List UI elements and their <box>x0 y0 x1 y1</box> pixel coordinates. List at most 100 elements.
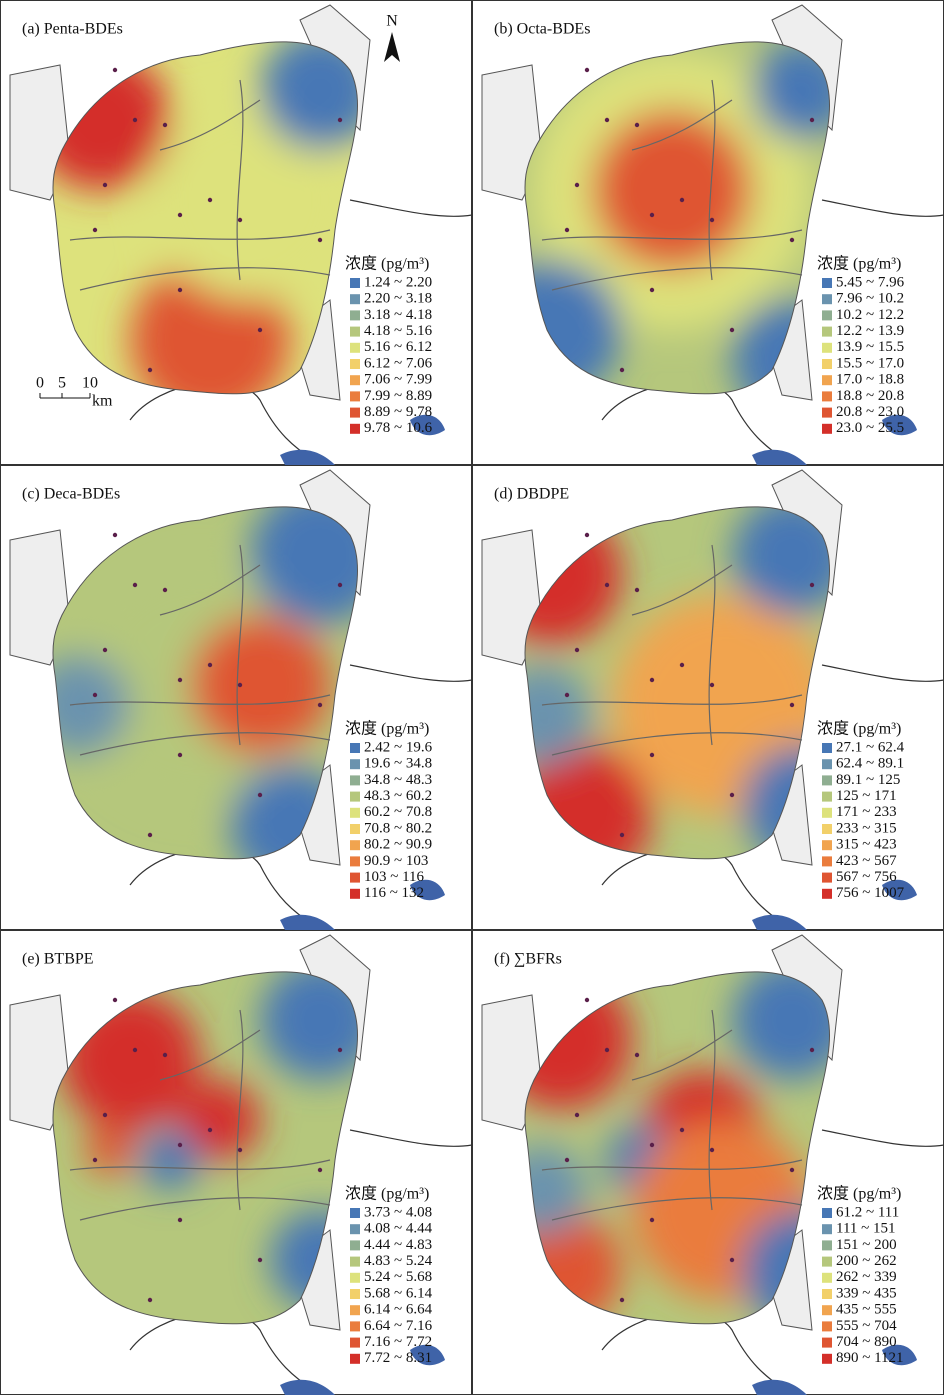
sampling-site <box>620 1298 624 1302</box>
sampling-site <box>133 118 137 122</box>
legend-label: 61.2 ~ 111 <box>836 1204 899 1220</box>
legend-swatch <box>822 1208 832 1218</box>
legend-swatch <box>822 278 832 288</box>
legend-swatch <box>822 359 832 369</box>
legend-swatch <box>350 343 360 353</box>
sampling-site <box>148 1298 152 1302</box>
sampling-site <box>113 68 117 72</box>
legend-swatch <box>822 327 832 337</box>
legend-swatch <box>822 391 832 401</box>
sampling-site <box>178 213 182 217</box>
sampling-site <box>650 753 654 757</box>
legend-swatch <box>822 1240 832 1250</box>
sampling-site <box>565 693 569 697</box>
legend-label: 7.72 ~ 8.31 <box>364 1350 432 1366</box>
sampling-site <box>148 368 152 372</box>
legend-swatch <box>822 1338 832 1348</box>
sampling-site <box>680 1128 684 1132</box>
legend-swatch <box>822 310 832 320</box>
sampling-site <box>113 998 117 1002</box>
legend-swatch <box>822 294 832 304</box>
legend-label: 233 ~ 315 <box>836 820 897 836</box>
legend-swatch <box>822 375 832 385</box>
sampling-site <box>790 238 794 242</box>
sampling-site <box>650 213 654 217</box>
legend-label: 339 ~ 435 <box>836 1285 897 1301</box>
legend-swatch <box>350 1305 360 1315</box>
sampling-site <box>163 123 167 127</box>
legend-label: 7.06 ~ 7.99 <box>364 372 432 388</box>
sampling-site <box>710 683 714 687</box>
sampling-site <box>575 1113 579 1117</box>
legend-label: 555 ~ 704 <box>836 1318 897 1334</box>
legend-label: 62.4 ~ 89.1 <box>836 756 904 772</box>
legend-label: 315 ~ 423 <box>836 837 897 853</box>
panel-title: (a) Penta-BDEs <box>22 21 123 38</box>
scale-label: 0 <box>36 375 44 392</box>
panel-title: (f) ∑BFRs <box>494 951 562 968</box>
legend-swatch <box>350 824 360 834</box>
sampling-site <box>650 678 654 682</box>
legend-label: 3.18 ~ 4.18 <box>364 307 432 323</box>
legend-swatch <box>350 1354 360 1364</box>
legend-swatch <box>822 408 832 418</box>
sampling-site <box>650 288 654 292</box>
sampling-site <box>810 1048 814 1052</box>
legend-title: 浓度 (pg/m³) <box>345 255 429 273</box>
legend-swatch <box>350 1321 360 1331</box>
sampling-site <box>258 1258 262 1262</box>
legend-label: 18.8 ~ 20.8 <box>836 388 904 404</box>
legend-label: 6.64 ~ 7.16 <box>364 1318 433 1334</box>
sampling-site <box>710 218 714 222</box>
sampling-site <box>650 1218 654 1222</box>
legend-swatch <box>350 840 360 850</box>
legend-label: 151 ~ 200 <box>836 1237 897 1253</box>
sampling-site <box>318 703 322 707</box>
legend-label: 17.0 ~ 18.8 <box>836 372 904 388</box>
map-panel: (e) BTBPE浓度 (pg/m³)3.73 ~ 4.084.08 ~ 4.4… <box>0 930 472 1395</box>
sampling-site <box>103 1113 107 1117</box>
legend-label: 10.2 ~ 12.2 <box>836 307 904 323</box>
legend-swatch <box>350 743 360 753</box>
sampling-site <box>208 1128 212 1132</box>
legend-label: 7.96 ~ 10.2 <box>836 291 904 307</box>
surface-zone <box>592 110 752 270</box>
legend-swatch <box>350 327 360 337</box>
sampling-site <box>575 648 579 652</box>
sampling-site <box>318 238 322 242</box>
sampling-site <box>585 998 589 1002</box>
legend-label: 8.89 ~ 9.78 <box>364 404 432 420</box>
sampling-site <box>730 793 734 797</box>
legend-label: 4.08 ~ 4.44 <box>364 1221 433 1237</box>
legend-label: 2.20 ~ 3.18 <box>364 291 432 307</box>
sampling-site <box>810 118 814 122</box>
legend-swatch <box>350 278 360 288</box>
legend-swatch <box>350 1273 360 1283</box>
legend-swatch <box>350 310 360 320</box>
legend-swatch <box>822 873 832 883</box>
sampling-site <box>148 833 152 837</box>
legend-title: 浓度 (pg/m³) <box>817 720 901 738</box>
legend-label: 6.12 ~ 7.06 <box>364 355 433 371</box>
sampling-site <box>730 328 734 332</box>
sampling-site <box>238 218 242 222</box>
legend-swatch <box>350 359 360 369</box>
legend-title: 浓度 (pg/m³) <box>817 255 901 273</box>
sampling-site <box>790 1168 794 1172</box>
legend-label: 5.24 ~ 5.68 <box>364 1269 432 1285</box>
sampling-site <box>103 648 107 652</box>
legend-swatch <box>822 824 832 834</box>
sampling-site <box>238 1148 242 1152</box>
sampling-site <box>103 183 107 187</box>
legend-swatch <box>350 759 360 769</box>
map-panel: (b) Octa-BDEs浓度 (pg/m³)5.45 ~ 7.967.96 ~… <box>472 0 944 465</box>
sampling-site <box>810 583 814 587</box>
legend-label: 23.0 ~ 25.5 <box>836 420 904 436</box>
sampling-site <box>565 1158 569 1162</box>
scale-label: 5 <box>58 375 66 392</box>
legend-swatch <box>350 424 360 434</box>
sampling-site <box>133 583 137 587</box>
legend-title: 浓度 (pg/m³) <box>345 1185 429 1203</box>
